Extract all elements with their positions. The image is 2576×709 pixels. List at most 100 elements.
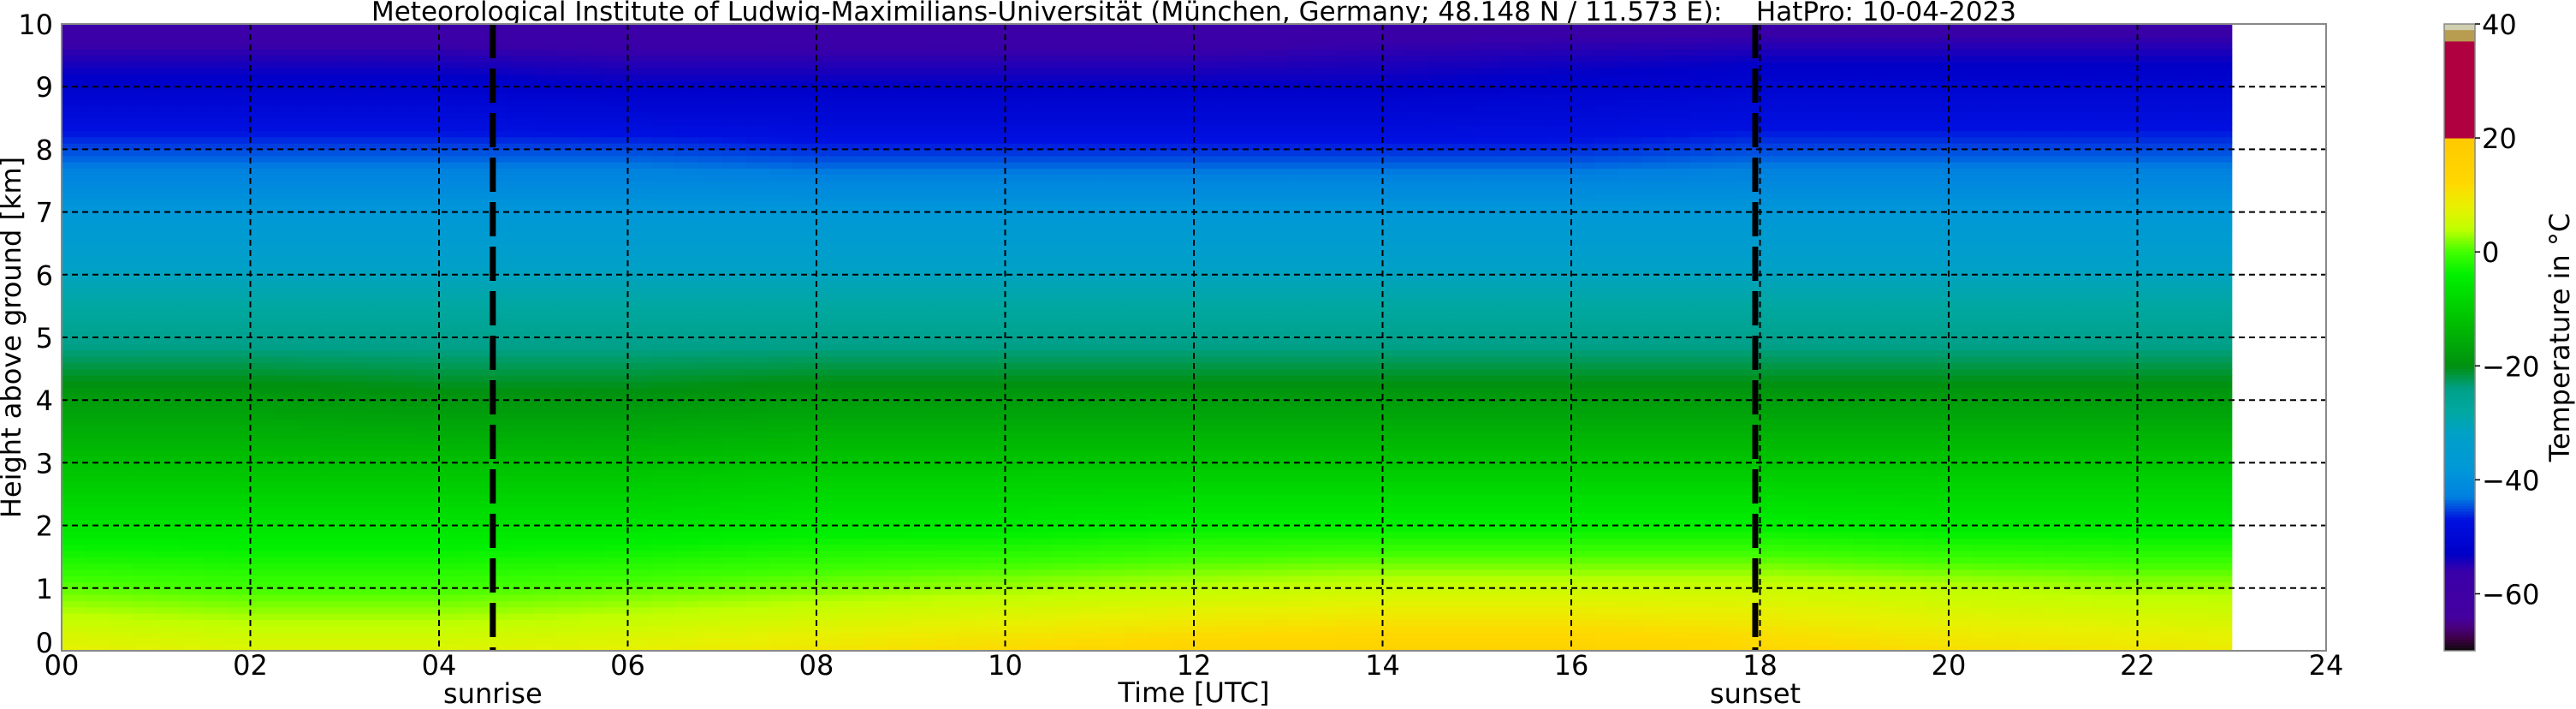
heatmap-cell [1146, 374, 1172, 382]
heatmap-cell [368, 393, 393, 401]
heatmap-cell [981, 306, 1006, 313]
heatmap-cell [769, 80, 794, 87]
heatmap-cell [109, 575, 134, 583]
heatmap-cell [698, 587, 723, 595]
chart-title: Meteorological Institute of Ludwig-Maxim… [371, 0, 2016, 27]
heatmap-cell [344, 481, 369, 489]
heatmap-cell [250, 262, 275, 270]
heatmap-cell [1217, 337, 1242, 344]
heatmap-cell [439, 300, 464, 307]
heatmap-cell [344, 349, 369, 357]
heatmap-cell [816, 425, 841, 432]
heatmap-cell [85, 450, 110, 457]
heatmap-cell [627, 569, 652, 576]
heatmap-cell [321, 36, 346, 44]
heatmap-cell [509, 162, 534, 169]
heatmap-cell [627, 481, 652, 489]
heatmap-cell [1194, 117, 1219, 125]
heatmap-cell [486, 262, 511, 270]
heatmap-cell [603, 193, 629, 200]
heatmap-cell [1029, 68, 1054, 75]
heatmap-cell [1217, 506, 1242, 514]
heatmap-cell [651, 343, 676, 351]
heatmap-cell [698, 431, 723, 438]
heatmap-cell [533, 224, 558, 232]
heatmap-cell [1099, 80, 1124, 87]
heatmap-cell [462, 319, 487, 325]
heatmap-cell [911, 30, 935, 38]
heatmap-cell [674, 80, 699, 87]
heatmap-cell [391, 569, 417, 576]
heatmap-cell [1052, 475, 1077, 482]
heatmap-cell [1005, 638, 1030, 646]
heatmap-cell [1123, 450, 1148, 457]
heatmap-cell [674, 36, 699, 44]
heatmap-cell [556, 124, 581, 132]
heatmap-cell [509, 168, 534, 176]
heatmap-cell [1194, 30, 1219, 38]
heatmap-cell [934, 400, 959, 408]
heatmap-cell [203, 400, 228, 408]
heatmap-cell [556, 349, 581, 357]
heatmap-cell [627, 531, 652, 539]
heatmap-cell [1123, 199, 1148, 206]
heatmap-cell [911, 400, 935, 408]
heatmap-cell [1217, 130, 1242, 138]
heatmap-cell [109, 431, 134, 438]
heatmap-cell [1005, 181, 1030, 188]
heatmap-cell [391, 355, 417, 363]
heatmap-cell [816, 544, 841, 551]
heatmap-cell [792, 531, 817, 539]
heatmap-cell [203, 281, 228, 289]
heatmap-cell [439, 143, 464, 150]
heatmap-cell [274, 30, 299, 38]
heatmap-cell [627, 355, 652, 363]
heatmap-cell [1170, 136, 1195, 144]
heatmap-cell [274, 600, 299, 608]
heatmap-cell [1194, 149, 1219, 157]
heatmap-cell [580, 512, 605, 520]
heatmap-cell [533, 111, 558, 119]
heatmap-cell [864, 268, 888, 276]
heatmap-cell [840, 494, 864, 501]
heatmap-cell [85, 368, 110, 376]
heatmap-cell [509, 61, 534, 69]
heatmap-cell [226, 281, 252, 289]
heatmap-cell [1076, 136, 1101, 144]
heatmap-cell [1123, 400, 1148, 408]
heatmap-cell [509, 400, 534, 408]
heatmap-cell [203, 217, 228, 225]
heatmap-cell [226, 243, 252, 251]
heatmap-cell [674, 30, 699, 38]
heatmap-cell [627, 619, 652, 627]
heatmap-cell [85, 425, 110, 432]
heatmap-cell [1076, 606, 1101, 614]
heatmap-cell [85, 544, 110, 551]
heatmap-cell [226, 613, 252, 620]
heatmap-cell [1005, 55, 1030, 63]
heatmap-cell [274, 425, 299, 432]
heatmap-cell [745, 30, 770, 38]
heatmap-cell [1146, 143, 1172, 150]
heatmap-cell [745, 281, 770, 289]
heatmap-cell [62, 80, 86, 87]
heatmap-cell [603, 293, 629, 301]
heatmap-cell [1099, 249, 1124, 257]
heatmap-cell [911, 49, 935, 57]
heatmap-cell [721, 563, 746, 570]
heatmap-cell [887, 130, 911, 138]
heatmap-cell [627, 268, 652, 276]
heatmap-cell [958, 42, 982, 50]
heatmap-cell [1123, 287, 1148, 295]
heatmap-cell [1052, 130, 1077, 138]
heatmap-cell [1052, 287, 1077, 295]
heatmap-cell [344, 224, 369, 232]
heatmap-cell [792, 206, 817, 213]
heatmap-cell [85, 287, 110, 295]
heatmap-cell [934, 255, 959, 263]
heatmap-cell [1052, 293, 1077, 301]
heatmap-cell [368, 468, 393, 476]
heatmap-cell [1099, 224, 1124, 232]
heatmap-cell [864, 575, 888, 583]
heatmap-cell [486, 487, 511, 495]
